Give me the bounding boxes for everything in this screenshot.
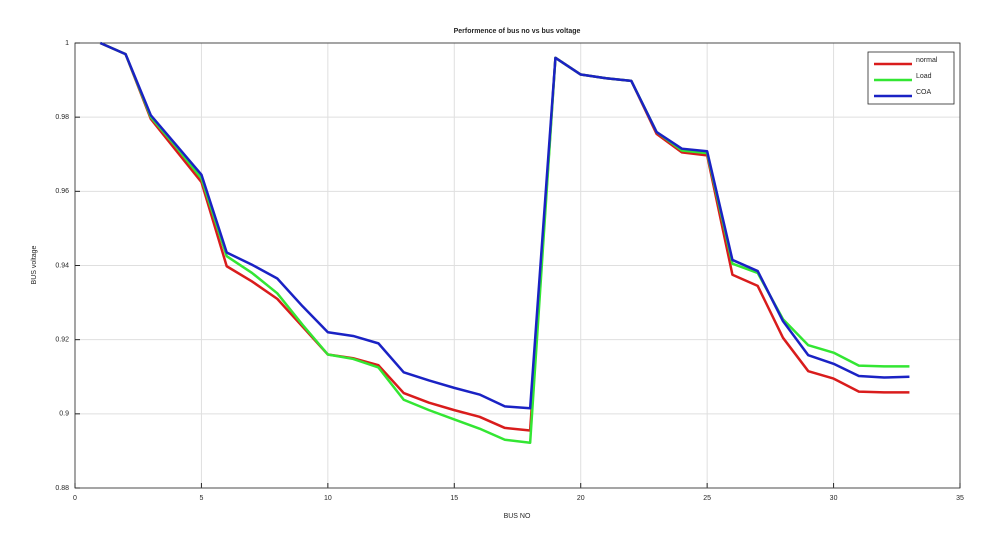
- y-tick-label: 0.88: [55, 485, 69, 492]
- y-tick-label: 0.92: [55, 337, 69, 344]
- x-tick-label: 10: [324, 495, 332, 502]
- y-tick-label: 1: [65, 40, 69, 47]
- axes-box: [74, 42, 961, 489]
- x-tick-label: 15: [450, 495, 458, 502]
- legend-label: Load: [916, 73, 932, 80]
- legend-label: normal: [916, 57, 938, 64]
- y-tick-label: 0.9: [59, 411, 69, 418]
- x-tick-label: 5: [199, 495, 203, 502]
- x-tick-label: 35: [956, 495, 964, 502]
- y-tick-label: 0.98: [55, 114, 69, 121]
- chart-title: Performence of bus no vs bus voltage: [454, 28, 581, 35]
- y-tick-label: 0.94: [55, 262, 69, 269]
- legend-label: COA: [916, 89, 932, 96]
- series-line: [99, 41, 910, 432]
- x-tick-label: 20: [577, 495, 585, 502]
- x-tick-label: 30: [830, 495, 838, 502]
- x-axis-label: BUS NO: [504, 513, 531, 520]
- series-line: [99, 41, 910, 410]
- x-tick-label: 25: [703, 495, 711, 502]
- y-axis-label: BUS voltage: [31, 245, 38, 284]
- x-tick-label: 0: [73, 495, 77, 502]
- y-tick-label: 0.96: [55, 188, 69, 195]
